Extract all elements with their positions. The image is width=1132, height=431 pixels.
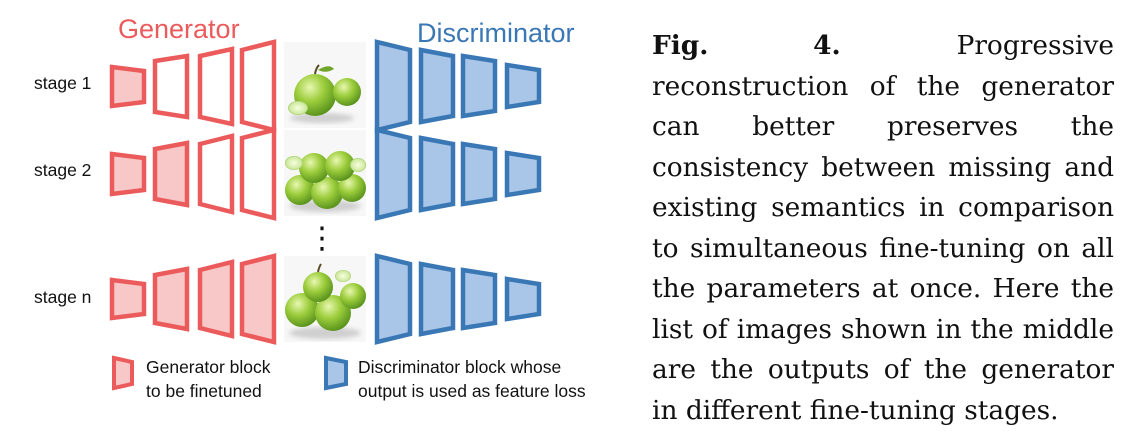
discriminator-block xyxy=(504,276,542,322)
discriminator-block xyxy=(504,150,542,198)
generator-block xyxy=(109,64,147,109)
generator-block xyxy=(152,140,190,208)
discriminator-title: Discriminator xyxy=(417,18,575,48)
legend-discriminator-line-1: Discriminator block whose xyxy=(358,357,561,377)
generator-block xyxy=(197,46,235,127)
discriminator-block xyxy=(418,47,456,125)
stage-label: stage 2 xyxy=(34,160,91,180)
stage-label: stage 1 xyxy=(34,73,91,93)
caption-label: Fig. 4. xyxy=(652,30,841,61)
discriminator-block xyxy=(374,39,413,133)
generator-block xyxy=(197,133,235,215)
discriminator-block xyxy=(374,127,413,221)
discriminator-block xyxy=(504,62,542,110)
generator-block xyxy=(239,127,277,221)
green-apples-group-image xyxy=(284,256,366,342)
generator-block xyxy=(197,259,235,339)
stage-row-2: stage 2 xyxy=(34,127,542,221)
generator-block xyxy=(152,53,190,120)
green-apple-pile-image xyxy=(284,130,366,216)
legend-discriminator-swatch xyxy=(324,355,348,391)
stage-label: stage n xyxy=(34,287,91,307)
legend-generator-line-1: Generator block xyxy=(146,357,271,377)
legend-generator-line-2: to be finetuned xyxy=(146,381,262,401)
generator-block xyxy=(109,277,147,321)
discriminator-block xyxy=(418,261,456,337)
figure-caption: Fig. 4. Progressive reconstruction of th… xyxy=(652,26,1114,431)
discriminator-block xyxy=(460,141,498,207)
generator-block xyxy=(152,266,190,332)
discriminator-block xyxy=(460,267,498,331)
generator-title: Generator xyxy=(118,14,240,44)
caption-text: Progressive reconstruction of the genera… xyxy=(652,30,1115,426)
generator-block xyxy=(109,151,147,197)
single-green-apple-image xyxy=(284,42,366,128)
legend: Generator block to be finetuned Discrimi… xyxy=(112,355,586,401)
discriminator-block xyxy=(418,135,456,213)
discriminator-block xyxy=(374,253,413,345)
stage-row-n: stage n xyxy=(34,253,542,345)
stage-row-1: stage 1 xyxy=(34,39,542,133)
generator-block xyxy=(239,253,277,345)
generator-block xyxy=(239,39,277,133)
vertical-ellipsis: ⋮ xyxy=(307,221,337,256)
legend-discriminator-line-2: output is used as feature loss xyxy=(358,381,586,401)
progressive-reconstruction-diagram: Generator Discriminator stage 1 stage 2 xyxy=(34,14,586,401)
legend-generator-swatch xyxy=(112,355,134,391)
discriminator-block xyxy=(460,53,498,119)
